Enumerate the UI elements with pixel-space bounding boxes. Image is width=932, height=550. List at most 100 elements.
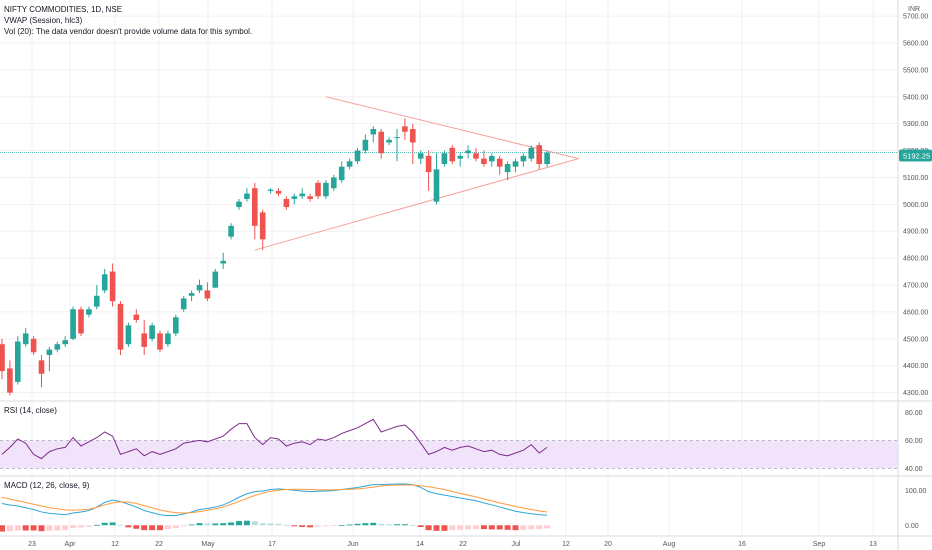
candle-body[interactable] bbox=[101, 274, 108, 291]
candle-body[interactable] bbox=[544, 152, 550, 164]
candle-body[interactable] bbox=[204, 290, 211, 299]
candle-body[interactable] bbox=[22, 333, 29, 345]
candle-body[interactable] bbox=[86, 309, 92, 315]
candle-body[interactable] bbox=[15, 341, 21, 382]
candle-body[interactable] bbox=[323, 182, 329, 197]
candle-body[interactable] bbox=[346, 161, 353, 167]
candle-body[interactable] bbox=[70, 309, 76, 339]
candle-body[interactable] bbox=[267, 189, 274, 191]
candle-body[interactable] bbox=[481, 158, 487, 164]
macd-histogram-bar bbox=[70, 525, 77, 529]
candle-body[interactable] bbox=[188, 293, 195, 296]
candle-body[interactable] bbox=[473, 153, 479, 159]
macd-line[interactable] bbox=[1, 483, 548, 516]
legend-vwap: VWAP (Session, hlc3) bbox=[4, 16, 83, 25]
candle-body[interactable] bbox=[165, 333, 171, 345]
candle-body[interactable] bbox=[528, 147, 535, 159]
candle-body[interactable] bbox=[125, 325, 132, 345]
candle-body[interactable] bbox=[149, 325, 155, 339]
candle-body[interactable] bbox=[259, 212, 266, 240]
macd-histogram-bar bbox=[236, 521, 242, 526]
candle-body[interactable] bbox=[441, 153, 448, 164]
candle-body[interactable] bbox=[425, 155, 432, 173]
rsi-pane[interactable] bbox=[0, 418, 898, 469]
price-badge-text: 5192.25 bbox=[903, 152, 930, 161]
time-axis-label: Apr bbox=[65, 541, 77, 548]
time-axis-label: 12 bbox=[111, 541, 119, 548]
price-tick-label: 5100.00 bbox=[903, 175, 928, 182]
candle-body[interactable] bbox=[157, 333, 163, 350]
candle-body[interactable] bbox=[299, 193, 305, 197]
candle-body[interactable] bbox=[94, 295, 100, 307]
candle-body[interactable] bbox=[173, 317, 179, 334]
candle-body[interactable] bbox=[291, 196, 298, 199]
candle-body[interactable] bbox=[520, 155, 527, 162]
candle-body[interactable] bbox=[457, 155, 463, 159]
candle-body[interactable] bbox=[489, 155, 495, 162]
candle-body[interactable] bbox=[410, 129, 416, 143]
candle-body[interactable] bbox=[244, 193, 250, 199]
candle-body[interactable] bbox=[504, 164, 511, 173]
candle-body[interactable] bbox=[196, 285, 203, 291]
candle-body[interactable] bbox=[7, 368, 13, 393]
candle-body[interactable] bbox=[54, 344, 61, 350]
macd-histogram-bar bbox=[172, 525, 179, 529]
candle-body[interactable] bbox=[512, 161, 519, 167]
macd-pane[interactable] bbox=[0, 483, 551, 532]
rsi-line[interactable] bbox=[1, 418, 548, 460]
candle-body[interactable] bbox=[331, 177, 337, 189]
price-pane[interactable] bbox=[0, 96, 898, 396]
candle-body[interactable] bbox=[220, 260, 226, 264]
candle-body[interactable] bbox=[30, 338, 37, 353]
candle-body[interactable] bbox=[141, 333, 147, 347]
candle-body[interactable] bbox=[465, 150, 471, 154]
candle-body[interactable] bbox=[46, 349, 53, 355]
rsi-band bbox=[0, 440, 898, 469]
candle-body[interactable] bbox=[109, 271, 116, 302]
time-axis-label: Sep bbox=[813, 541, 826, 548]
candle-body[interactable] bbox=[62, 340, 68, 345]
candle-body[interactable] bbox=[212, 271, 219, 288]
candle-body[interactable] bbox=[275, 190, 282, 194]
macd-histogram-bar bbox=[46, 525, 53, 531]
candle-body[interactable] bbox=[38, 360, 45, 374]
candle-body[interactable] bbox=[449, 147, 456, 162]
price-tick-label: 4600.00 bbox=[903, 309, 928, 316]
candle-body[interactable] bbox=[402, 126, 408, 132]
macd-histogram-bar bbox=[267, 523, 274, 526]
candle-body[interactable] bbox=[394, 137, 400, 139]
triangle-lower-line[interactable] bbox=[254, 158, 579, 251]
candle-body[interactable] bbox=[362, 139, 369, 151]
candle-body[interactable] bbox=[117, 303, 124, 350]
candle-body[interactable] bbox=[370, 129, 377, 135]
macd-histogram-bar bbox=[512, 525, 519, 531]
candle-body[interactable] bbox=[283, 198, 290, 208]
currency-label: INR bbox=[908, 6, 920, 13]
candle-body[interactable] bbox=[496, 158, 503, 167]
candle-body[interactable] bbox=[386, 139, 392, 143]
time-axis-label: 14 bbox=[416, 541, 424, 548]
candle-body[interactable] bbox=[433, 169, 440, 202]
candle-body[interactable] bbox=[417, 153, 424, 159]
candle-body[interactable] bbox=[307, 196, 313, 199]
macd-histogram-bar bbox=[354, 523, 361, 526]
candle-body[interactable] bbox=[180, 298, 187, 310]
macd-histogram-bar bbox=[338, 525, 345, 527]
candle-body[interactable] bbox=[236, 201, 242, 208]
candle-body[interactable] bbox=[252, 188, 258, 226]
candle-body[interactable] bbox=[536, 145, 542, 164]
candle-body[interactable] bbox=[354, 150, 361, 162]
macd-histogram-bar bbox=[322, 525, 329, 527]
macd-histogram-bar bbox=[473, 525, 479, 530]
candle-body[interactable] bbox=[338, 166, 345, 181]
candle-body[interactable] bbox=[378, 131, 384, 154]
time-axis-label: May bbox=[201, 541, 215, 548]
macd-signal-line[interactable] bbox=[1, 484, 548, 514]
candle-body[interactable] bbox=[228, 225, 234, 237]
candle-body[interactable] bbox=[133, 314, 140, 320]
candle-body[interactable] bbox=[78, 309, 84, 334]
macd-histogram-bar bbox=[449, 525, 456, 531]
candle-body[interactable] bbox=[0, 344, 5, 372]
candle-body[interactable] bbox=[315, 182, 321, 197]
